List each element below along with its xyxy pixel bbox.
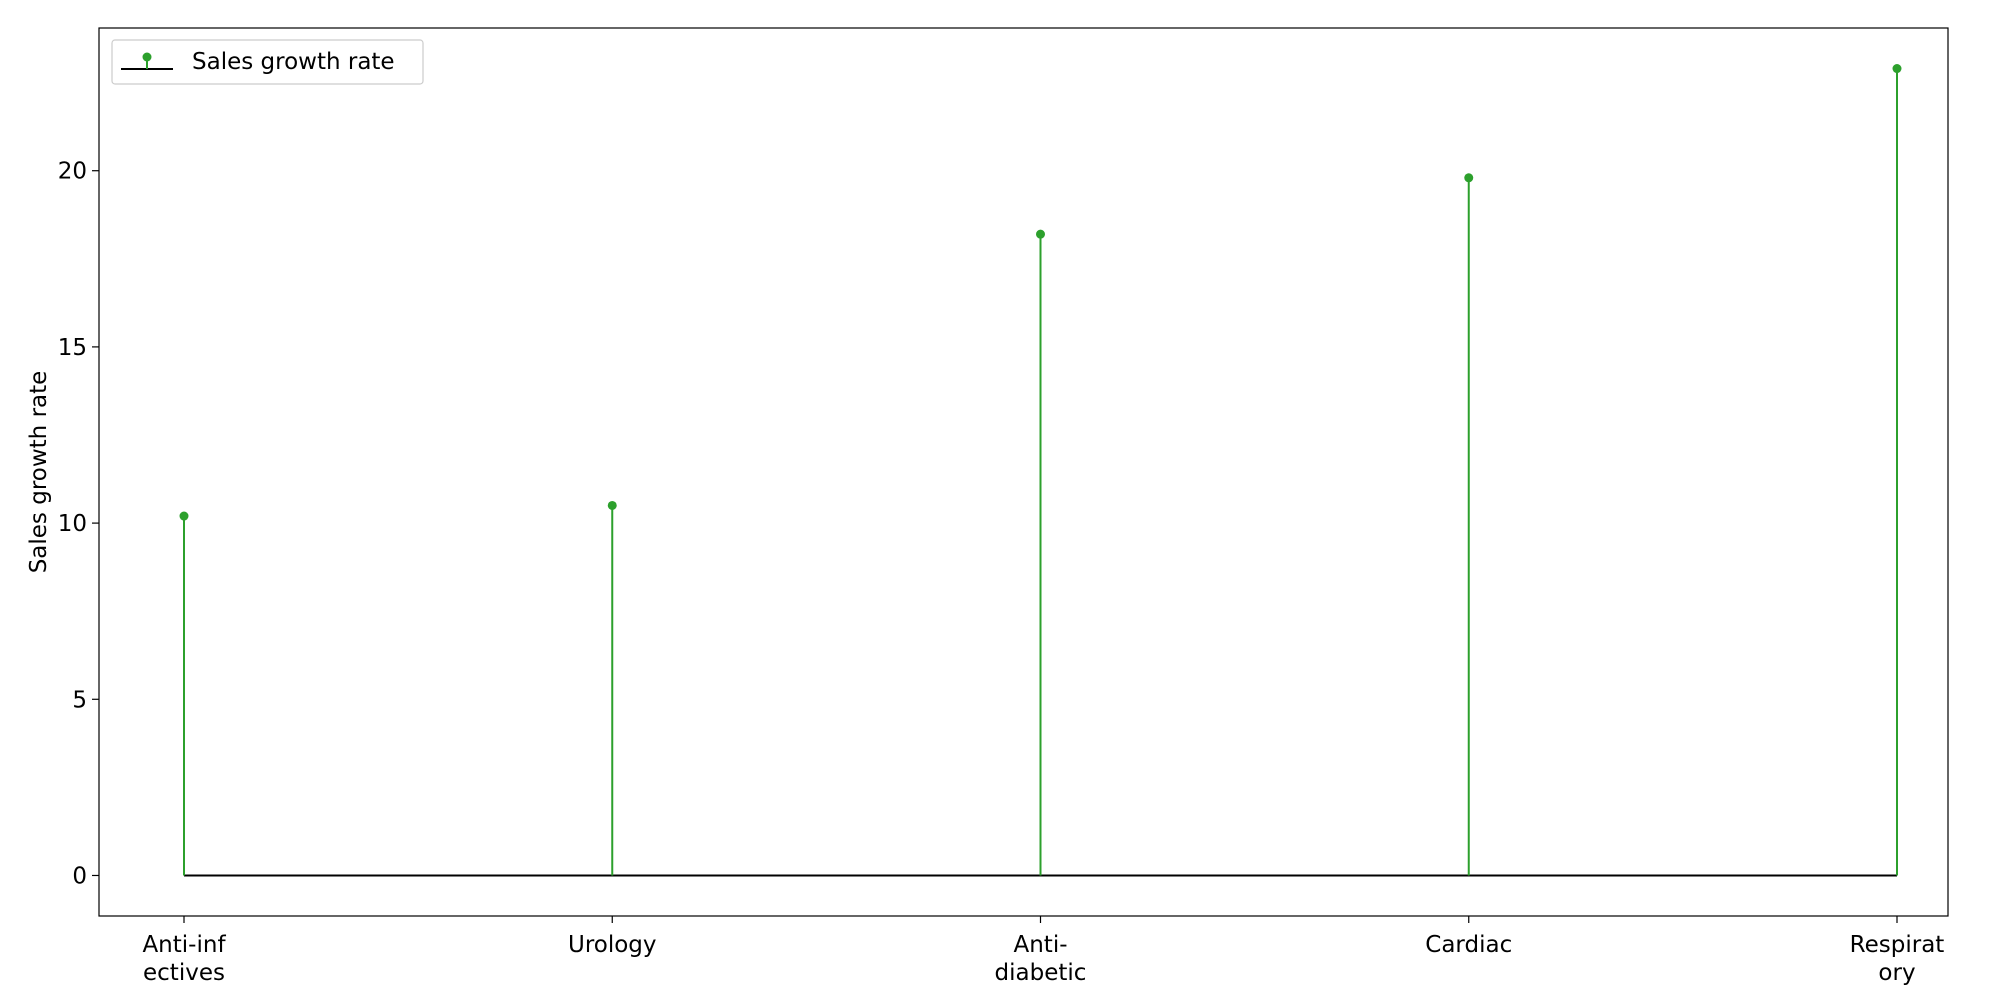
y-tick-label: 20: [58, 159, 87, 185]
x-tick-label: Anti-inf: [142, 932, 226, 958]
x-tick-label: Cardiac: [1425, 932, 1512, 958]
legend: Sales growth rate: [111, 39, 424, 85]
x-tick-label: diabetic: [995, 960, 1087, 986]
y-tick-label: 10: [58, 511, 87, 537]
x-tick-label: Urology: [568, 932, 657, 958]
plot-area-frame: [98, 27, 1949, 917]
y-axis: 0 5 10 15 20: [58, 159, 99, 889]
x-tick-label: Respirat: [1850, 932, 1945, 958]
stem-marker: [179, 511, 189, 521]
y-tick-label: 5: [72, 687, 87, 713]
stem-marker: [1892, 64, 1902, 74]
legend-marker-swatch: [142, 52, 152, 62]
stem-marker: [607, 500, 617, 510]
stem-marker: [1036, 229, 1045, 239]
legend-box: [111, 39, 424, 85]
y-tick-label: 15: [58, 335, 87, 361]
x-tick-label: Anti-: [1013, 932, 1067, 958]
y-axis-label: Sales growth rate: [26, 371, 52, 574]
x-tick-label: ectives: [143, 960, 225, 986]
stems: [179, 64, 1902, 876]
y-tick-label: 0: [72, 863, 87, 889]
legend-label: Sales growth rate: [192, 49, 395, 75]
stem-marker: [1464, 173, 1474, 183]
x-tick-label: ory: [1878, 960, 1915, 986]
